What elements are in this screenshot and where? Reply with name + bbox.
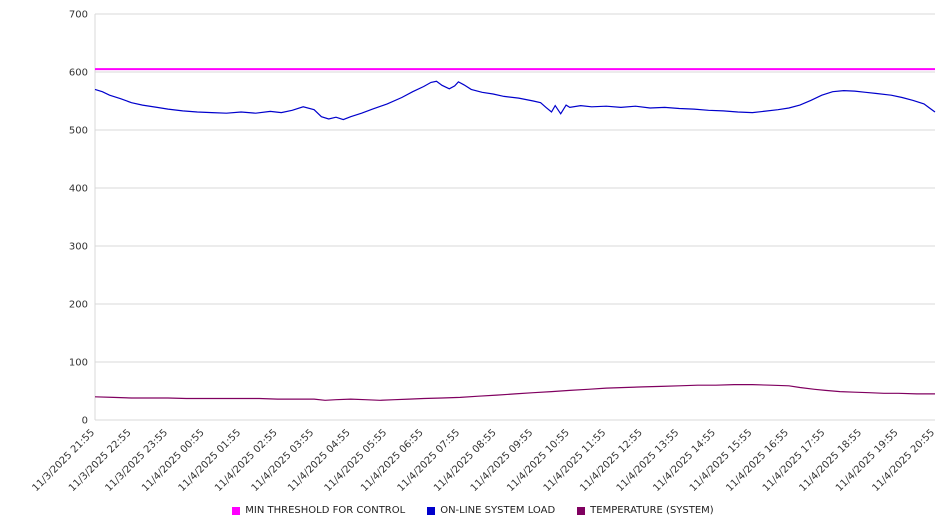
svg-text:11/4/2025 00:55: 11/4/2025 00:55 <box>140 427 207 494</box>
svg-text:600: 600 <box>69 68 88 79</box>
svg-text:11/4/2025 17:55: 11/4/2025 17:55 <box>761 427 828 494</box>
svg-text:500: 500 <box>69 126 88 137</box>
svg-text:11/4/2025 08:55: 11/4/2025 08:55 <box>432 427 499 494</box>
svg-text:11/4/2025 05:55: 11/4/2025 05:55 <box>323 427 390 494</box>
legend-label: MIN THRESHOLD FOR CONTROL <box>245 505 406 516</box>
svg-text:11/3/2025 23:55: 11/3/2025 23:55 <box>103 427 170 494</box>
svg-text:200: 200 <box>69 300 88 311</box>
svg-text:700: 700 <box>69 10 88 21</box>
svg-text:11/4/2025 19:55: 11/4/2025 19:55 <box>834 427 901 494</box>
svg-text:11/4/2025 06:55: 11/4/2025 06:55 <box>359 427 426 494</box>
legend-color-swatch-blue <box>427 506 436 515</box>
legend-label: ON-LINE SYSTEM LOAD <box>440 505 556 516</box>
svg-text:11/4/2025 18:55: 11/4/2025 18:55 <box>797 427 864 494</box>
svg-text:11/4/2025 13:55: 11/4/2025 13:55 <box>615 427 682 494</box>
svg-text:11/4/2025 15:55: 11/4/2025 15:55 <box>688 427 755 494</box>
svg-text:100: 100 <box>69 358 88 369</box>
svg-text:400: 400 <box>69 184 88 195</box>
svg-text:11/3/2025 22:55: 11/3/2025 22:55 <box>67 427 134 494</box>
svg-text:11/4/2025 14:55: 11/4/2025 14:55 <box>651 427 718 494</box>
svg-text:11/3/2025 21:55: 11/3/2025 21:55 <box>30 427 97 494</box>
svg-text:11/4/2025 07:55: 11/4/2025 07:55 <box>396 427 463 494</box>
chart-legend: MIN THRESHOLD FOR CONTROL ON-LINE SYSTEM… <box>0 505 946 516</box>
svg-text:11/4/2025 03:55: 11/4/2025 03:55 <box>250 427 317 494</box>
svg-text:11/4/2025 04:55: 11/4/2025 04:55 <box>286 427 353 494</box>
svg-text:11/4/2025 20:55: 11/4/2025 20:55 <box>870 427 937 494</box>
svg-text:0: 0 <box>82 416 88 427</box>
svg-text:11/4/2025 11:55: 11/4/2025 11:55 <box>542 427 609 494</box>
legend-color-swatch-magenta <box>232 506 241 515</box>
svg-text:11/4/2025 12:55: 11/4/2025 12:55 <box>578 427 645 494</box>
svg-text:11/4/2025 09:55: 11/4/2025 09:55 <box>469 427 536 494</box>
legend-item-min-threshold: MIN THRESHOLD FOR CONTROL <box>232 505 405 516</box>
svg-text:11/4/2025 02:55: 11/4/2025 02:55 <box>213 427 280 494</box>
legend-item-temperature: TEMPERATURE (SYSTEM) <box>577 505 714 516</box>
legend-item-system-load: ON-LINE SYSTEM LOAD <box>427 505 555 516</box>
svg-text:11/4/2025 01:55: 11/4/2025 01:55 <box>177 427 244 494</box>
legend-label: TEMPERATURE (SYSTEM) <box>590 505 714 516</box>
svg-text:11/4/2025 16:55: 11/4/2025 16:55 <box>724 427 791 494</box>
legend-color-swatch-purple <box>577 506 586 515</box>
svg-text:11/4/2025 10:55: 11/4/2025 10:55 <box>505 427 572 494</box>
svg-text:300: 300 <box>69 242 88 253</box>
